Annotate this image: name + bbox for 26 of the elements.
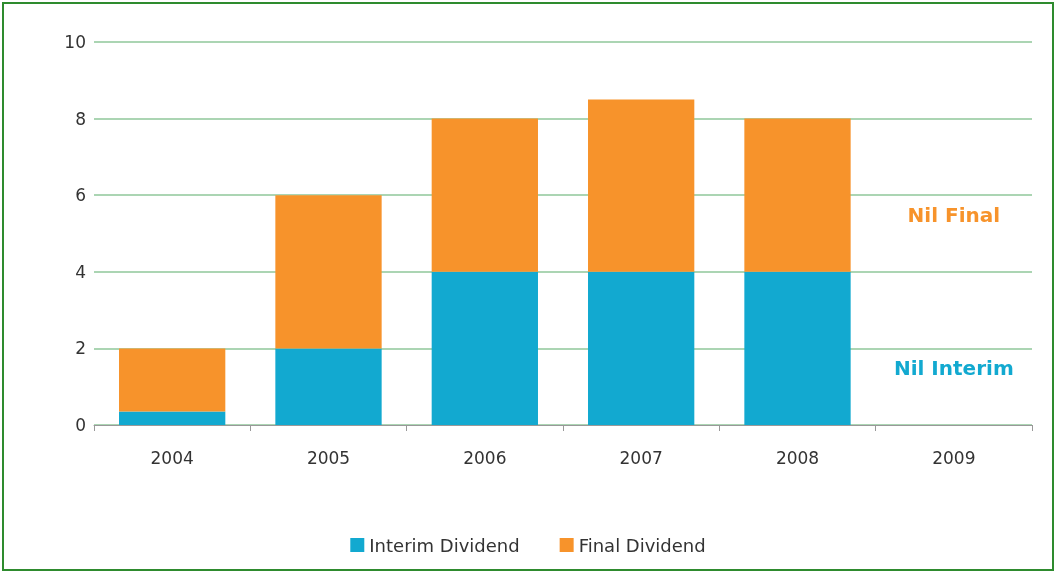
x-tick-label: 2008 <box>775 447 820 468</box>
bar <box>275 195 382 349</box>
x-tick-label: 2007 <box>619 447 663 468</box>
y-tick-label: 10 <box>64 32 86 52</box>
x-tick-label: 2004 <box>150 447 194 468</box>
x-tick-label: 2005 <box>306 447 351 468</box>
bar <box>744 118 851 272</box>
bar <box>119 348 226 412</box>
bar <box>119 411 226 425</box>
bar <box>744 271 851 425</box>
legend-label: Interim Dividend <box>369 534 520 556</box>
y-tick-label: 4 <box>75 261 86 282</box>
bar <box>431 271 538 425</box>
annotation: Nil Final <box>907 203 1001 228</box>
y-tick-label: 2 <box>75 338 86 359</box>
y-tick-label: 8 <box>75 108 86 129</box>
bar <box>588 99 695 272</box>
annotation: Nil Interim <box>893 356 1014 381</box>
x-tick-label: 2009 <box>932 447 976 468</box>
x-tick-label: 2006 <box>463 447 507 468</box>
bar <box>275 348 382 425</box>
bar <box>588 271 695 425</box>
legend-label: Final Dividend <box>578 534 706 556</box>
y-tick-label: 0 <box>75 415 86 435</box>
bar <box>431 118 538 272</box>
y-tick-label: 6 <box>75 185 86 206</box>
